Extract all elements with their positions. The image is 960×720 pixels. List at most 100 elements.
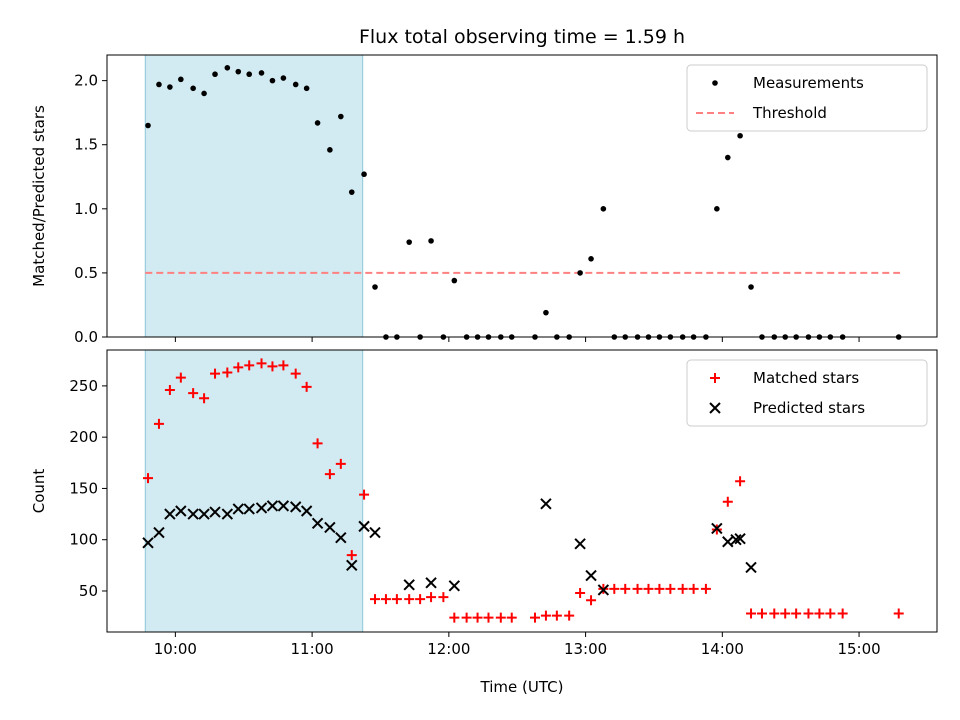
data-point (814, 608, 825, 619)
y-tick-label: 200 (69, 428, 98, 446)
data-point (495, 612, 506, 623)
data-point (746, 608, 757, 619)
legend-frame (686, 359, 928, 427)
data-point (266, 500, 279, 512)
data-point (714, 206, 720, 212)
data-point (780, 608, 791, 619)
data-point (175, 505, 187, 517)
data-point (188, 388, 199, 399)
x-tick-label: 12:00 (427, 640, 470, 658)
data-point (722, 536, 734, 548)
legend: Measurements Threshold (686, 64, 928, 132)
data-point (258, 70, 265, 76)
data-point (428, 238, 434, 244)
y-tick-label: 2.0 (74, 72, 98, 90)
data-point (303, 85, 310, 92)
data-point (178, 76, 184, 83)
count-panel: 10:00 11:00 12:00 13:00 14:00 15:00 50 100 150 20… (30, 349, 938, 696)
y-axis-label: Matched/Predicted stars (30, 105, 48, 287)
data-point (769, 608, 780, 619)
axes-frame (106, 54, 938, 338)
data-point (290, 368, 301, 379)
data-point (404, 594, 415, 605)
data-point (153, 418, 164, 429)
data-point (335, 458, 346, 469)
data-point (156, 81, 162, 88)
data-point (722, 496, 733, 507)
data-point (730, 534, 742, 546)
data-point (164, 508, 176, 520)
data-point (406, 239, 412, 245)
data-point (370, 594, 381, 605)
data-point (335, 531, 347, 544)
data-point (212, 71, 218, 78)
x-tick-label: 10:00 (154, 640, 197, 658)
y-tick-label: 250 (69, 377, 98, 395)
series-predicted-stars (142, 498, 757, 596)
data-point (803, 608, 814, 619)
data-point (311, 517, 324, 530)
data-point (391, 594, 402, 605)
data-point (893, 608, 904, 619)
data-point (451, 277, 458, 284)
data-point (632, 583, 643, 594)
data-point (600, 206, 607, 212)
data-point (575, 588, 586, 599)
data-point (403, 579, 415, 591)
y-tick-label: 150 (69, 479, 98, 497)
data-point (643, 583, 654, 594)
data-point (278, 360, 289, 371)
data-point (190, 85, 196, 92)
data-point (483, 612, 494, 623)
data-point (677, 583, 688, 594)
data-point (734, 532, 746, 545)
data-point (198, 508, 210, 520)
data-point (724, 154, 731, 161)
legend-label: Matched stars (753, 369, 859, 387)
data-point (837, 608, 848, 619)
x-axis-label: Time (UTC) (480, 678, 564, 696)
y-tick-label: 0.5 (74, 264, 98, 282)
axes-frame (106, 349, 938, 633)
data-point (577, 270, 583, 276)
data-point (256, 358, 267, 369)
data-point (324, 469, 335, 480)
data-point (654, 583, 665, 594)
data-point (314, 120, 321, 126)
legend-swatch-plus (710, 373, 720, 383)
data-point (588, 256, 594, 262)
data-point (153, 526, 165, 539)
y-axis-label: Count (30, 469, 48, 514)
legend-label: Threshold (752, 104, 827, 122)
legend: Matched stars Predicted stars (686, 359, 928, 427)
data-point (269, 77, 276, 84)
data-point (737, 132, 743, 139)
y-tick-label: 1.0 (74, 200, 98, 218)
x-tick-label: 14:00 (701, 640, 744, 658)
x-tick-label: 11:00 (290, 640, 333, 658)
data-point (540, 498, 552, 510)
data-point (415, 594, 426, 605)
legend-swatch-dot (712, 80, 718, 86)
data-point (745, 561, 757, 574)
data-point (369, 526, 381, 539)
data-point (255, 502, 268, 514)
data-point (201, 90, 207, 97)
data-point (529, 612, 540, 623)
data-point (506, 612, 517, 623)
data-point (224, 65, 231, 71)
data-point (359, 489, 370, 500)
data-point (688, 583, 699, 594)
data-point (232, 503, 244, 515)
data-point (277, 500, 290, 512)
data-point (372, 284, 378, 290)
legend-label: Measurements (753, 74, 864, 92)
data-point (187, 508, 199, 520)
data-point (620, 583, 631, 594)
data-point (246, 71, 253, 78)
data-point (438, 592, 449, 603)
data-point (145, 122, 151, 129)
chart-title: Flux total observing time = 1.59 h (359, 26, 685, 48)
legend-swatch-x (709, 402, 721, 414)
